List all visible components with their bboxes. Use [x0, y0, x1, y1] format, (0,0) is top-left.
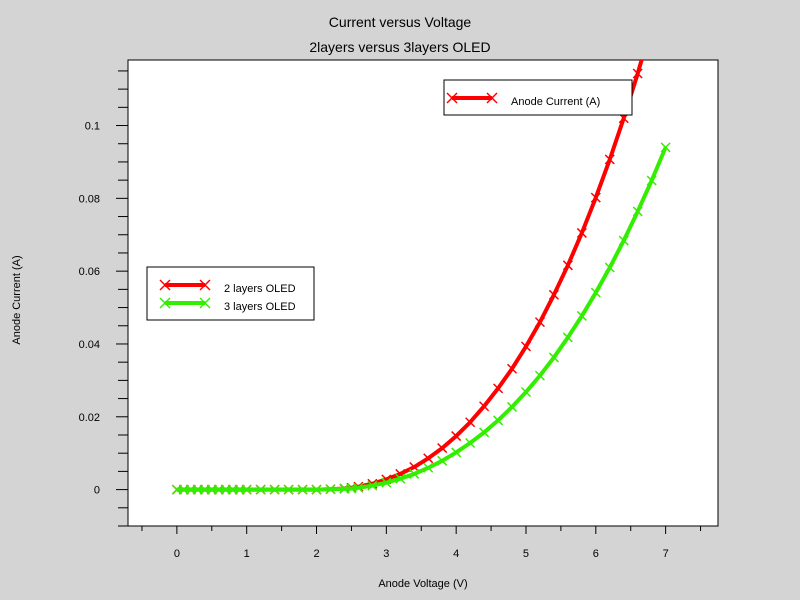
x-tick-label: 2	[313, 548, 319, 560]
data-point-marker	[465, 437, 476, 449]
data-point-marker	[576, 310, 587, 321]
data-point-marker	[269, 484, 280, 495]
top-legend-label: Anode Current (A)	[511, 96, 600, 108]
data-point-marker	[437, 443, 448, 454]
x-tick-label: 7	[663, 548, 669, 560]
y-tick-label: 0.08	[79, 193, 100, 205]
x-tick-label: 6	[593, 548, 599, 560]
data-point-marker	[534, 370, 545, 381]
legend-label-2-layers: 2 layers OLED	[224, 283, 296, 295]
x-tick-label: 0	[174, 548, 180, 560]
data-point-marker	[520, 386, 532, 398]
x-tick-label: 5	[523, 548, 529, 560]
data-point-marker	[506, 401, 518, 412]
data-point-marker	[423, 453, 434, 464]
data-point-marker	[576, 227, 587, 238]
top-legend-swatch-markers	[446, 92, 498, 104]
data-point-marker	[562, 332, 573, 343]
data-point-marker	[646, 175, 657, 186]
data-point-marker	[493, 415, 504, 426]
chart-subtitle: 2layers versus 3layers OLED	[309, 39, 490, 55]
legend-label-3-layers: 3 layers OLED	[224, 301, 296, 313]
data-point-marker	[297, 484, 308, 495]
data-point-marker	[395, 473, 406, 484]
y-tick-label: 0	[94, 485, 100, 497]
data-point-marker	[506, 363, 518, 374]
data-point-marker	[520, 341, 532, 352]
data-point-marker	[423, 462, 434, 473]
legend-markers-3-layers	[159, 297, 211, 309]
data-point-marker	[367, 480, 378, 491]
series-layer	[171, 60, 671, 495]
y-tick-label: 0.02	[79, 412, 100, 424]
axis-ticks: 0 1 2 3 4 5 6 7 0 0.02 0.04 0.06 0.08 0.1	[79, 70, 702, 560]
series-legend: 2 layers OLED 3 layers OLED	[146, 266, 315, 321]
top-legend: Anode Current (A)	[443, 79, 633, 116]
data-point-marker	[353, 482, 364, 493]
data-point-marker	[604, 262, 615, 273]
data-point-marker	[548, 352, 559, 363]
y-tick-label: 0.04	[79, 339, 100, 351]
data-point-marker	[465, 417, 476, 428]
data-point-marker	[437, 455, 448, 466]
data-point-marker	[479, 427, 490, 438]
y-tick-label: 0.06	[79, 266, 100, 278]
series-legend-box	[146, 266, 315, 321]
series-line-2	[176, 146, 668, 492]
data-point-marker	[325, 484, 336, 495]
data-point-marker	[562, 260, 573, 271]
data-point-marker	[618, 235, 629, 246]
data-point-marker	[409, 468, 420, 479]
data-point-marker	[479, 401, 490, 412]
chart-title: Current versus Voltage	[329, 14, 472, 30]
x-tick-label: 1	[244, 548, 250, 560]
legend-markers-2-layers	[159, 279, 211, 291]
y-axis-label: Anode Current (A)	[11, 255, 23, 344]
data-point-marker	[590, 192, 601, 203]
data-point-marker	[241, 484, 252, 495]
x-tick-label: 4	[453, 548, 459, 560]
data-point-marker	[604, 154, 615, 165]
data-point-marker	[451, 447, 462, 458]
data-point-marker	[548, 289, 559, 300]
data-point-marker	[451, 431, 462, 442]
data-point-marker	[311, 484, 322, 495]
data-point-marker	[283, 484, 294, 495]
data-point-marker	[590, 287, 601, 298]
data-point-marker	[381, 477, 392, 488]
data-point-marker	[534, 317, 545, 328]
data-point-marker	[255, 484, 266, 495]
data-point-marker	[632, 68, 643, 79]
y-tick-label: 0.1	[85, 121, 100, 133]
data-point-marker	[632, 206, 643, 217]
x-tick-label: 3	[383, 548, 389, 560]
data-point-marker	[493, 383, 504, 394]
x-axis-label: Anode Voltage (V)	[378, 578, 467, 590]
data-point-marker	[660, 142, 671, 153]
